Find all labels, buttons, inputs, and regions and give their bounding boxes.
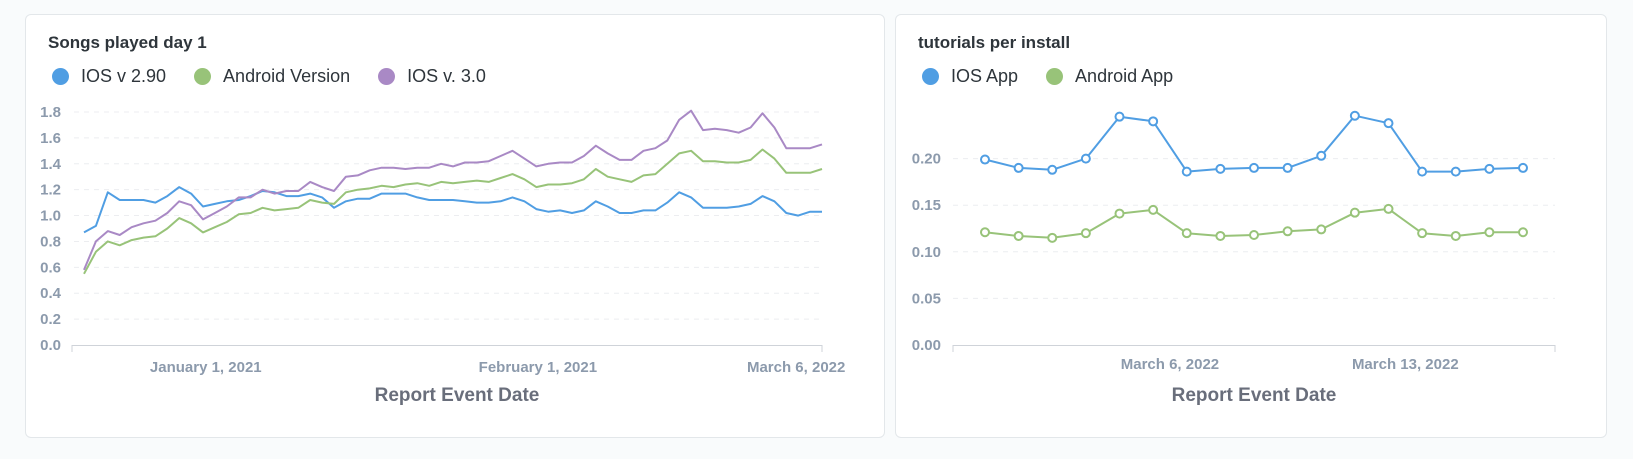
chart-title[interactable]: Songs played day 1: [48, 33, 207, 52]
y-tick-label: 1.8: [40, 104, 61, 121]
x-tick-label: March 13, 2022: [1352, 356, 1459, 373]
data-point: [1047, 164, 1058, 175]
x-axis-title: Report Event Date: [375, 385, 540, 406]
y-tick-label: 0.05: [912, 290, 941, 307]
legend-dot-icon: [378, 68, 396, 85]
series-line-1: [83, 186, 822, 234]
chart-title[interactable]: tutorials per install: [918, 33, 1071, 52]
legend-label: Android App: [1075, 66, 1174, 86]
legend-item-ios-290[interactable]: IOS v 2.90: [52, 66, 166, 87]
data-point: [1349, 207, 1360, 218]
data-point: [1518, 162, 1528, 173]
legend-dot-icon: [52, 68, 69, 85]
data-point: [1215, 163, 1226, 174]
data-point: [1450, 166, 1461, 177]
legend-item-android-app[interactable]: Android App: [1046, 66, 1173, 87]
data-point: [1013, 230, 1024, 241]
data-point: [1484, 227, 1495, 238]
data-point: [1080, 153, 1091, 164]
y-tick-label: 0.4: [40, 285, 62, 302]
x-tick-label: March 6, 2022: [747, 359, 845, 376]
data-point: [1114, 111, 1125, 122]
chart-legend: IOS App Android App: [922, 66, 1201, 87]
data-point: [1047, 232, 1058, 243]
grid-lines: [74, 111, 822, 320]
chart-legend: IOS v 2.90 Android Version IOS v. 3.0: [52, 66, 514, 87]
data-point: [1215, 230, 1226, 241]
legend-item-ios-app[interactable]: IOS App: [922, 66, 1018, 87]
y-tick-label: 0.6: [40, 259, 61, 276]
legend-label: IOS App: [951, 66, 1019, 86]
series-line-3: [83, 109, 823, 271]
data-point: [1349, 110, 1360, 121]
grid-lines: [953, 158, 1555, 299]
tutorials-line-chart[interactable]: 0.00 0.05 0.10 0.15 0.20 March 6, 2022 March 1…: [896, 15, 1608, 439]
data-point: [1484, 163, 1495, 174]
legend-dot-icon: [922, 68, 939, 85]
data-point: [1417, 166, 1428, 177]
y-tick-label: 1.2: [40, 182, 61, 199]
legend-dot-icon: [194, 68, 212, 85]
data-point: [1450, 230, 1461, 241]
x-tick-label: February 1, 2021: [479, 359, 597, 376]
x-tick-label: January 1, 2021: [150, 359, 262, 376]
legend-label: Android Version: [223, 66, 351, 86]
y-tick-label: 0.8: [40, 233, 61, 250]
data-point: [1181, 166, 1192, 177]
y-tick-label: 1.4: [40, 156, 62, 173]
data-point: [1080, 228, 1091, 239]
y-tick-label: 0.2: [40, 311, 61, 328]
data-point: [1518, 227, 1528, 238]
data-point: [1316, 224, 1327, 235]
data-point: [1316, 150, 1327, 161]
songs-line-chart[interactable]: 0.0 0.2 0.4 0.6 0.8 1.0 1.2 1.4 1.6 1.8 January 1,…: [26, 15, 886, 439]
data-point: [1383, 118, 1394, 129]
data-point: [1114, 208, 1125, 219]
x-axis-title: Report Event Date: [1172, 385, 1337, 406]
legend-item-ios-30[interactable]: IOS v. 3.0: [378, 66, 486, 87]
y-tick-label: 0.15: [912, 197, 941, 214]
data-point: [1282, 162, 1293, 173]
data-point: [1383, 203, 1394, 214]
x-tick-label: March 6, 2022: [1121, 356, 1219, 373]
data-point: [1249, 162, 1259, 173]
y-tick-label: 0.00: [912, 337, 941, 354]
data-point: [1148, 204, 1159, 215]
data-point: [1282, 226, 1293, 237]
y-tick-label: 0.0: [40, 337, 61, 354]
data-point: [1181, 228, 1192, 239]
y-tick-label: 1.0: [40, 208, 61, 225]
series-line-2: [83, 148, 823, 275]
data-point: [1417, 228, 1428, 239]
data-point: [980, 227, 990, 238]
songs-chart-card: Songs played day 1 IOS v 2.90 Android Ve…: [25, 14, 885, 438]
tutorials-chart-card: tutorials per install IOS App Android Ap…: [895, 14, 1607, 438]
legend-item-android[interactable]: Android Version: [194, 66, 350, 87]
y-tick-label: 0.20: [912, 151, 941, 168]
legend-label: IOS v 2.90: [81, 66, 167, 86]
data-point: [1249, 230, 1259, 241]
data-point: [1013, 162, 1024, 173]
data-point: [980, 154, 990, 165]
legend-label: IOS v. 3.0: [407, 66, 486, 86]
data-point: [1148, 116, 1159, 127]
y-tick-label: 0.10: [912, 244, 941, 261]
legend-dot-icon: [1046, 68, 1064, 85]
y-tick-label: 1.6: [40, 130, 61, 147]
